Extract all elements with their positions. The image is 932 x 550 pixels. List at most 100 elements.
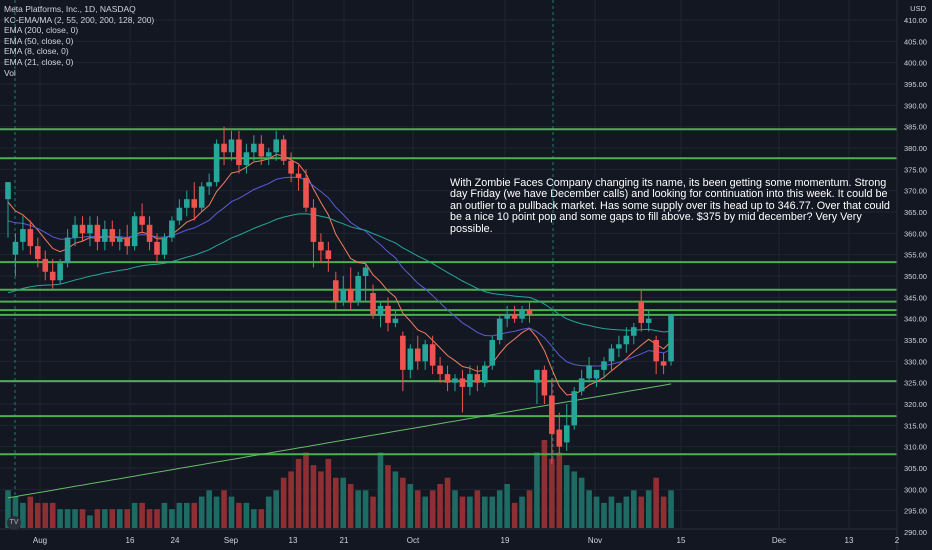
volume-bar: [94, 509, 101, 528]
price-tick-label: 350.00: [904, 272, 927, 281]
price-tick-label: 310.00: [904, 443, 927, 452]
candle-body: [623, 335, 630, 345]
volume-bar: [303, 452, 309, 528]
candle-body: [452, 378, 458, 383]
candle-body: [482, 365, 488, 383]
candle-body: [601, 361, 607, 370]
volume-bar: [325, 458, 332, 528]
volume-bar: [608, 496, 615, 528]
session-markers: [14, 0, 554, 528]
volume-bar: [236, 502, 242, 528]
price-tick-label: 390.00: [904, 101, 927, 110]
price-tick-label: 325.00: [904, 379, 927, 388]
volume-bar: [578, 477, 585, 528]
volume-bar: [57, 509, 63, 528]
price-tick-label: 375.00: [904, 165, 927, 174]
volume-bar: [49, 502, 56, 528]
legend-line: KC-EMA/MA (2, 55, 200, 200, 128, 200): [4, 14, 155, 25]
legend-title: Meta Platforms, Inc., 1D, NASDAQ: [4, 4, 136, 14]
price-tick-label: 370.00: [904, 187, 927, 196]
time-tick-label: Aug: [33, 536, 47, 545]
candle-body: [191, 199, 198, 208]
candle-body: [213, 143, 220, 183]
volume-bar: [631, 490, 637, 528]
legend-line: EMA (21, close, 0): [4, 56, 74, 67]
volume-bar: [116, 509, 123, 528]
horizontal-levels[interactable]: 384.39377.61353.25346.77343.99341.99340.…: [0, 123, 932, 460]
candle-body: [146, 224, 153, 242]
candle-body: [578, 378, 585, 392]
price-tick-label: 340.00: [904, 315, 927, 324]
volume-bar: [273, 490, 279, 528]
price-tick-label: 360.00: [904, 229, 927, 238]
candle-body: [347, 288, 354, 302]
volume-bar: [280, 477, 287, 528]
price-tick-label: 315.00: [904, 421, 927, 430]
volume-bar: [504, 484, 510, 528]
candle-body: [161, 237, 168, 255]
price-tick-label: 300.00: [904, 485, 927, 494]
candle-body: [668, 314, 674, 362]
time-tick-label: 16: [126, 536, 135, 545]
ema-50-line: [7, 213, 672, 333]
time-axis[interactable]: Aug 16 24 Sep 13 21 Oct 19 Nov 15 Dec 13 2: [0, 528, 900, 545]
volume-bar: [616, 502, 622, 528]
volume-bar: [623, 496, 630, 528]
chart-legend: Meta Platforms, Inc., 1D, NASDAQ KC-EMA/…: [4, 4, 154, 78]
price-tick-label: 380.00: [904, 144, 927, 153]
candle-body: [318, 241, 324, 251]
price-axis[interactable]: 290.00 295.00 300.00 305.00 310.00 315.00 320.…: [896, 0, 932, 550]
candle-body: [273, 139, 279, 153]
candle-body: [265, 152, 272, 157]
candle-body: [519, 310, 525, 319]
volume-bar: [213, 496, 220, 528]
volume-bar: [191, 502, 198, 528]
candle-body: [116, 237, 123, 242]
volume-bar: [79, 509, 86, 528]
price-tick-label: 410.00: [904, 16, 927, 25]
volume-bar: [511, 502, 518, 528]
candle-body: [496, 318, 503, 340]
volume-bar: [385, 465, 391, 528]
candle-body: [131, 216, 138, 247]
volume-bar: [35, 502, 41, 528]
price-tick-label: 330.00: [904, 357, 927, 366]
ema-21-line: [7, 176, 672, 367]
volume-bar: [571, 471, 577, 528]
volume-bar: [27, 496, 34, 528]
volume-bars: [5, 440, 674, 528]
candle-body: [653, 340, 659, 362]
time-tick-label: 24: [171, 536, 180, 545]
candle-body: [549, 395, 555, 434]
candle-body: [489, 340, 496, 366]
volume-bar: [474, 490, 481, 528]
grid: [0, 0, 898, 528]
volume-bar: [184, 502, 190, 528]
candle-body: [176, 207, 183, 221]
volume-bar: [139, 502, 145, 528]
candle-body: [79, 224, 86, 234]
volume-bar: [541, 440, 548, 528]
candle-body: [429, 344, 436, 366]
volume-bar: [288, 471, 294, 528]
time-tick-label: 19: [501, 536, 510, 545]
volume-bar: [400, 477, 406, 528]
volume-bar: [601, 502, 607, 528]
time-tick-label: 13: [289, 536, 298, 545]
candle-body: [534, 369, 540, 383]
candle-body: [288, 160, 294, 174]
candle-body: [645, 318, 652, 323]
candle-body: [198, 186, 205, 208]
currency-label: USD: [910, 4, 926, 13]
volume-bar: [5, 490, 11, 528]
tradingview-logo-icon[interactable]: TV: [7, 516, 21, 530]
volume-bar: [653, 477, 659, 528]
volume-bar: [638, 496, 645, 528]
candle-body: [586, 365, 592, 379]
volume-bar: [87, 515, 93, 528]
volume-bar: [154, 509, 160, 528]
price-tick-label: 355.00: [904, 251, 927, 260]
time-tick-label: 15: [677, 536, 686, 545]
volume-bar: [519, 496, 525, 528]
